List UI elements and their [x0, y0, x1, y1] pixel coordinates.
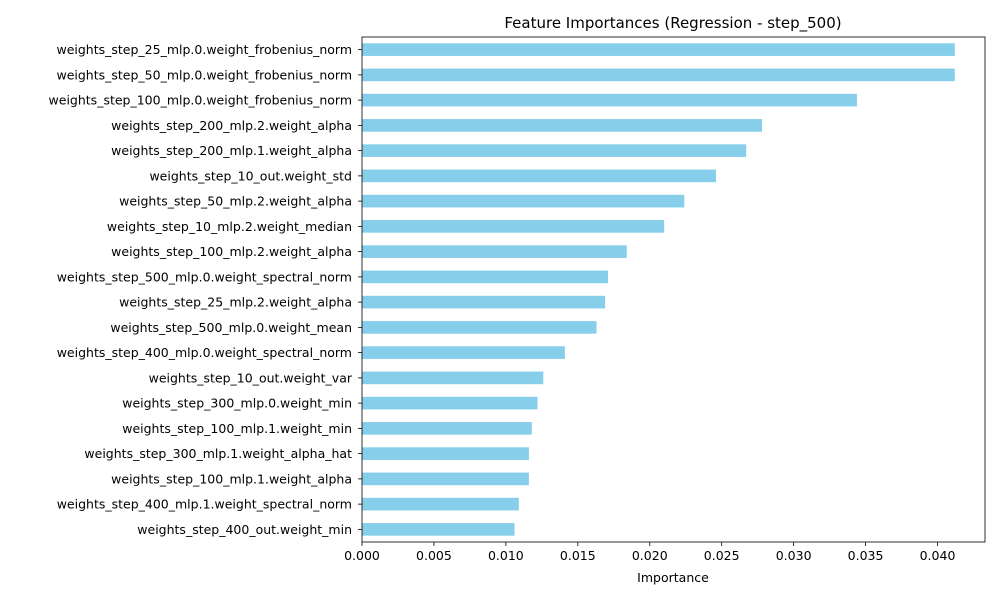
- category-label-8: weights_step_100_mlp.2.weight_alpha: [111, 244, 352, 259]
- x-axis-label: Importance: [637, 570, 709, 585]
- bar-6: [362, 194, 685, 208]
- bar-2: [362, 93, 857, 107]
- bar-5: [362, 169, 716, 183]
- plot-frame: [361, 36, 986, 543]
- bar-8: [362, 245, 627, 258]
- category-label-12: weights_step_400_mlp.0.weight_spectral_n…: [57, 345, 352, 360]
- category-label-14: weights_step_300_mlp.0.weight_min: [122, 396, 352, 411]
- x-tick-label-7: 0.035: [848, 548, 884, 563]
- bar-9: [362, 270, 609, 284]
- category-label-13: weights_step_10_out.weight_var: [149, 370, 353, 385]
- bar-4: [362, 144, 747, 157]
- category-label-0: weights_step_25_mlp.0.weight_frobenius_n…: [56, 42, 352, 57]
- bar-18: [362, 497, 519, 511]
- bar-3: [362, 119, 762, 132]
- bar-19: [362, 523, 515, 536]
- category-label-18: weights_step_400_mlp.1.weight_spectral_n…: [57, 497, 352, 512]
- category-label-6: weights_step_50_mlp.2.weight_alpha: [119, 194, 352, 209]
- bar-0: [362, 43, 955, 56]
- chart-title: Feature Importances (Regression - step_5…: [504, 14, 841, 33]
- axes-frame: [361, 36, 986, 543]
- category-label-15: weights_step_100_mlp.1.weight_min: [122, 421, 352, 436]
- category-label-5: weights_step_10_out.weight_std: [149, 168, 352, 183]
- bar-17: [362, 472, 529, 486]
- bar-12: [362, 346, 565, 359]
- category-labels: weights_step_25_mlp.0.weight_frobenius_n…: [49, 42, 362, 537]
- x-tick-label-6: 0.030: [776, 548, 812, 563]
- category-label-1: weights_step_50_mlp.0.weight_frobenius_n…: [56, 67, 352, 82]
- category-label-16: weights_step_300_mlp.1.weight_alpha_hat: [84, 446, 352, 461]
- category-label-10: weights_step_25_mlp.2.weight_alpha: [119, 295, 352, 310]
- x-tick-label-1: 0.005: [416, 548, 452, 563]
- category-label-4: weights_step_200_mlp.1.weight_alpha: [111, 143, 352, 158]
- category-label-2: weights_step_100_mlp.0.weight_frobenius_…: [49, 93, 352, 108]
- category-label-11: weights_step_500_mlp.0.weight_mean: [110, 320, 352, 335]
- bars-group: [362, 43, 955, 536]
- category-label-3: weights_step_200_mlp.2.weight_alpha: [111, 118, 352, 133]
- bar-1: [362, 68, 955, 82]
- bar-10: [362, 295, 606, 309]
- bar-16: [362, 447, 529, 460]
- x-tick-label-8: 0.040: [920, 548, 956, 563]
- x-axis-ticks: 0.000 0.005 0.010 0.015 0.020 0.025 0.030 0.035…: [344, 542, 955, 563]
- x-tick-label-0: 0.000: [344, 548, 380, 563]
- x-tick-label-2: 0.010: [488, 548, 524, 563]
- bar-14: [362, 396, 538, 410]
- bar-11: [362, 321, 597, 334]
- category-label-7: weights_step_10_mlp.2.weight_median: [107, 219, 352, 234]
- x-tick-label-3: 0.015: [560, 548, 596, 563]
- category-label-9: weights_step_500_mlp.0.weight_spectral_n…: [57, 269, 352, 284]
- x-tick-label-5: 0.025: [704, 548, 740, 563]
- bar-13: [362, 371, 544, 385]
- bar-15: [362, 422, 532, 435]
- bar-7: [362, 220, 665, 233]
- category-label-19: weights_step_400_out.weight_min: [137, 522, 352, 537]
- category-label-17: weights_step_100_mlp.1.weight_alpha: [111, 471, 352, 486]
- x-tick-label-4: 0.020: [632, 548, 668, 563]
